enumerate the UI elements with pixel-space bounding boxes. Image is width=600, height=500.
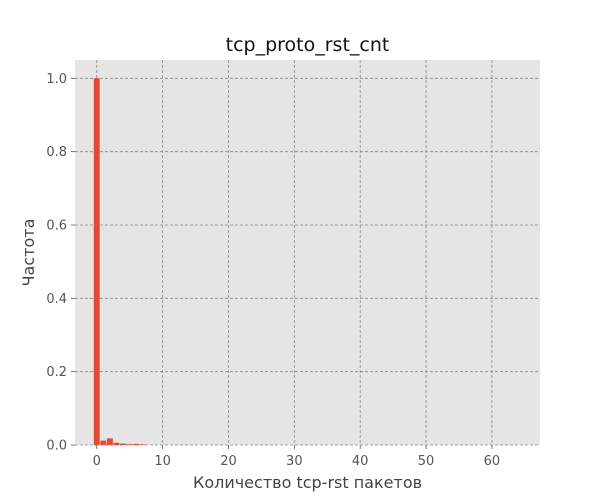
- bar: [100, 440, 107, 445]
- x-tick-label: 40: [352, 454, 369, 469]
- grid: [75, 60, 540, 446]
- bar: [106, 438, 113, 445]
- bar: [93, 78, 100, 445]
- x-tick-label: 20: [220, 454, 237, 469]
- bar: [113, 442, 120, 445]
- y-tick-label: 0.4: [46, 292, 67, 307]
- y-tick-label: 1.0: [46, 72, 67, 87]
- bar: [126, 444, 133, 445]
- y-axis-title: Частота: [19, 219, 38, 287]
- x-tick-label: 10: [154, 454, 171, 469]
- x-tick-label: 0: [93, 454, 101, 469]
- x-tick-label: 60: [484, 454, 501, 469]
- y-tick-label: 0.2: [46, 365, 67, 380]
- y-tick-label: 0.6: [46, 219, 67, 234]
- y-tick-label: 0.0: [46, 439, 67, 454]
- x-axis-title: Количество tcp-rst пакетов: [193, 473, 422, 492]
- chart-title: tcp_proto_rst_cnt: [226, 34, 390, 56]
- y-axis-ticks: 0.0 0.2 0.4 0.6 0.8 1.0: [46, 72, 75, 454]
- bars: [93, 78, 146, 445]
- bar: [133, 443, 140, 445]
- bar: [120, 443, 127, 445]
- y-tick-label: 0.8: [46, 145, 67, 160]
- plot-area: [75, 60, 540, 445]
- bar: [139, 444, 146, 445]
- x-axis-ticks: 0 10 20 30 40 50 60: [93, 445, 501, 469]
- x-tick-label: 30: [286, 454, 303, 469]
- x-tick-label: 50: [418, 454, 435, 469]
